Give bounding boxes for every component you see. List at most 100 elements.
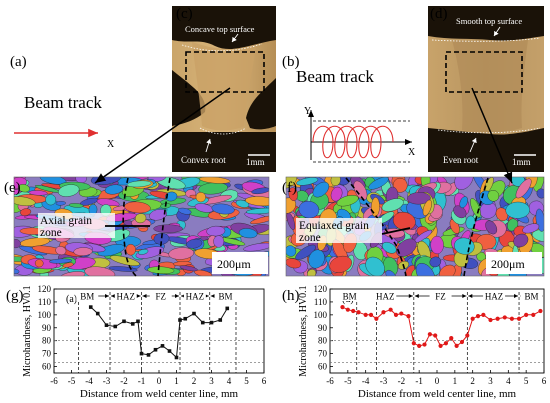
data-point <box>465 333 470 338</box>
grain <box>251 187 269 195</box>
panel-g-inset-label: (a) <box>66 294 77 305</box>
grain <box>168 247 194 260</box>
grain <box>487 190 500 202</box>
grain <box>298 200 320 219</box>
panel-f-pointer <box>381 227 411 235</box>
series-line <box>342 306 541 347</box>
data-point <box>381 310 386 315</box>
grain <box>396 238 417 257</box>
y-axis-title: Microhardness, HV0.1 <box>22 285 33 376</box>
x-axis-title: Distance from weld center line, mm <box>80 388 239 400</box>
zone-label: BM <box>343 292 357 302</box>
grain <box>381 198 404 212</box>
grain <box>45 194 57 206</box>
panel-c-top-outline <box>181 43 263 52</box>
zone-label: HAZ <box>186 292 205 302</box>
grain <box>295 244 316 260</box>
panel-c-label: (c) <box>176 6 193 22</box>
x-tick-label: 2 <box>470 376 475 386</box>
zone-label-bg <box>183 290 206 301</box>
grain <box>368 177 389 190</box>
data-point <box>433 333 438 338</box>
grain <box>153 233 170 245</box>
x-tick-label: -4 <box>85 376 93 386</box>
zone-arrowhead <box>105 294 109 298</box>
zone-label: BM <box>525 292 539 302</box>
x-tick-label: 1 <box>174 376 179 386</box>
panel-e-zone-label-2: zone <box>40 227 62 239</box>
x-tick-label: -4 <box>362 376 370 386</box>
data-point <box>345 307 350 312</box>
panel-b-y-label: Y <box>304 106 311 117</box>
panel-d-label: (d) <box>430 6 448 22</box>
x-axis-title: Distance from weld center line, mm <box>358 388 517 400</box>
zone-label-bg <box>114 290 137 301</box>
data-point <box>449 336 454 341</box>
panel-c-fusion-zone <box>192 42 256 131</box>
grain <box>307 269 317 276</box>
grain <box>75 177 87 184</box>
grain <box>238 228 258 239</box>
data-point <box>475 314 481 319</box>
data-point <box>411 341 416 346</box>
x-tick-label: -2 <box>398 376 406 386</box>
x-tick-label: 1 <box>453 376 458 386</box>
y-tick-label: 70 <box>42 349 52 359</box>
y-tick-label: 90 <box>42 323 52 333</box>
grain <box>422 199 432 216</box>
panel-h-label: (h) <box>282 288 300 304</box>
zone-arrowhead <box>462 294 467 298</box>
y-tick-label: 60 <box>318 362 328 372</box>
panel-f-frame <box>285 176 545 277</box>
y-tick-label: 80 <box>42 336 52 346</box>
zone-arrowhead <box>468 294 473 298</box>
connector-d-to-f <box>471 87 513 184</box>
panel-e-zone-label-bg <box>38 213 115 238</box>
grain <box>329 255 352 273</box>
grain <box>14 196 36 206</box>
data-point <box>524 312 529 317</box>
grain <box>186 238 203 249</box>
zone-arrowhead <box>142 294 147 298</box>
panel-d-root-arrow <box>469 137 477 153</box>
data-point <box>95 311 100 316</box>
zone-arrowhead <box>514 294 519 298</box>
data-point <box>516 316 522 321</box>
grain <box>382 242 397 254</box>
panel-d-top-note: Smooth top surface <box>456 16 522 26</box>
data-point <box>454 343 459 348</box>
grain <box>97 244 125 257</box>
panel-d-fusion-zone <box>452 40 528 133</box>
data-point <box>178 318 182 322</box>
zone-label: BM <box>80 292 94 302</box>
grain <box>62 262 74 268</box>
data-point <box>122 319 126 324</box>
data-point <box>218 318 223 322</box>
grain <box>454 177 474 190</box>
grain <box>211 203 235 215</box>
zone-label-bg <box>483 290 506 301</box>
grain <box>137 249 149 255</box>
x-tick-label: 5 <box>524 376 529 386</box>
data-point <box>417 343 422 348</box>
y-tick-label: 100 <box>314 310 328 320</box>
grain <box>125 244 136 256</box>
zone-arrowhead <box>210 294 215 298</box>
data-point <box>438 343 443 348</box>
zone-arrowhead <box>136 294 141 298</box>
zone-arrowhead <box>175 294 179 298</box>
data-point <box>209 320 214 325</box>
data-point <box>153 347 158 352</box>
grain <box>147 266 175 274</box>
data-point <box>167 349 172 353</box>
grain <box>296 177 319 186</box>
grain <box>153 224 183 233</box>
data-point <box>388 307 393 312</box>
data-point <box>130 322 135 326</box>
panel-a-label: (a) <box>10 54 27 70</box>
panel-e-scale-bg <box>212 252 268 274</box>
panel-e-label: (e) <box>4 180 21 196</box>
grain <box>250 215 269 225</box>
panel-d: (d) Smooth top surface Even root 1mm <box>428 6 544 172</box>
zone-label: HAZ <box>117 292 136 302</box>
